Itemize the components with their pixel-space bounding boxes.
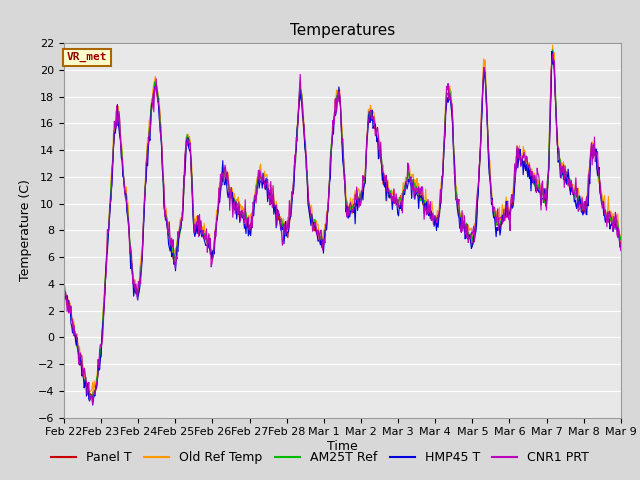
Old Ref Temp	[70, 321, 78, 326]
Old Ref Temp	[128, 265, 136, 271]
Text: VR_met: VR_met	[67, 52, 108, 62]
CNR1 PRT	[60, 276, 68, 281]
Old Ref Temp	[549, 42, 557, 48]
HMP45 T	[214, 205, 222, 211]
CNR1 PRT	[549, 51, 557, 57]
AM25T Ref	[60, 285, 68, 291]
CNR1 PRT	[70, 323, 78, 328]
CNR1 PRT	[617, 248, 625, 253]
HMP45 T	[428, 208, 435, 214]
Panel T	[128, 265, 136, 271]
CNR1 PRT	[214, 208, 222, 214]
Line: HMP45 T: HMP45 T	[64, 51, 621, 405]
Old Ref Temp	[214, 200, 222, 205]
Old Ref Temp	[60, 274, 68, 280]
Old Ref Temp	[185, 134, 193, 140]
Panel T	[617, 241, 625, 247]
Panel T	[214, 208, 222, 214]
Panel T	[185, 138, 193, 144]
Old Ref Temp	[411, 177, 419, 183]
Line: AM25T Ref: AM25T Ref	[64, 50, 621, 396]
HMP45 T	[128, 267, 136, 273]
Old Ref Temp	[90, 393, 97, 398]
AM25T Ref	[70, 331, 78, 336]
Line: CNR1 PRT: CNR1 PRT	[64, 54, 621, 405]
AM25T Ref	[617, 234, 625, 240]
AM25T Ref	[88, 394, 96, 399]
HMP45 T	[70, 333, 78, 338]
CNR1 PRT	[411, 186, 419, 192]
HMP45 T	[185, 144, 193, 150]
Line: Panel T: Panel T	[64, 51, 621, 397]
Panel T	[60, 284, 68, 290]
HMP45 T	[411, 196, 419, 202]
AM25T Ref	[549, 47, 557, 53]
Old Ref Temp	[428, 208, 435, 214]
CNR1 PRT	[428, 217, 435, 223]
Y-axis label: Temperature (C): Temperature (C)	[19, 180, 32, 281]
Panel T	[70, 326, 78, 332]
AM25T Ref	[185, 143, 193, 149]
CNR1 PRT	[89, 402, 97, 408]
Title: Temperatures: Temperatures	[290, 23, 395, 38]
HMP45 T	[60, 294, 68, 300]
AM25T Ref	[411, 180, 419, 186]
Line: Old Ref Temp: Old Ref Temp	[64, 45, 621, 396]
Legend: Panel T, Old Ref Temp, AM25T Ref, HMP45 T, CNR1 PRT: Panel T, Old Ref Temp, AM25T Ref, HMP45 …	[46, 446, 594, 469]
X-axis label: Time: Time	[327, 440, 358, 453]
CNR1 PRT	[185, 140, 193, 146]
Panel T	[411, 183, 419, 189]
Panel T	[549, 48, 557, 54]
Old Ref Temp	[617, 232, 625, 238]
Panel T	[86, 395, 93, 400]
AM25T Ref	[128, 266, 136, 272]
HMP45 T	[548, 48, 556, 54]
CNR1 PRT	[128, 269, 136, 275]
AM25T Ref	[214, 210, 222, 216]
Panel T	[428, 208, 435, 214]
HMP45 T	[89, 402, 97, 408]
HMP45 T	[617, 243, 625, 249]
AM25T Ref	[428, 210, 435, 216]
